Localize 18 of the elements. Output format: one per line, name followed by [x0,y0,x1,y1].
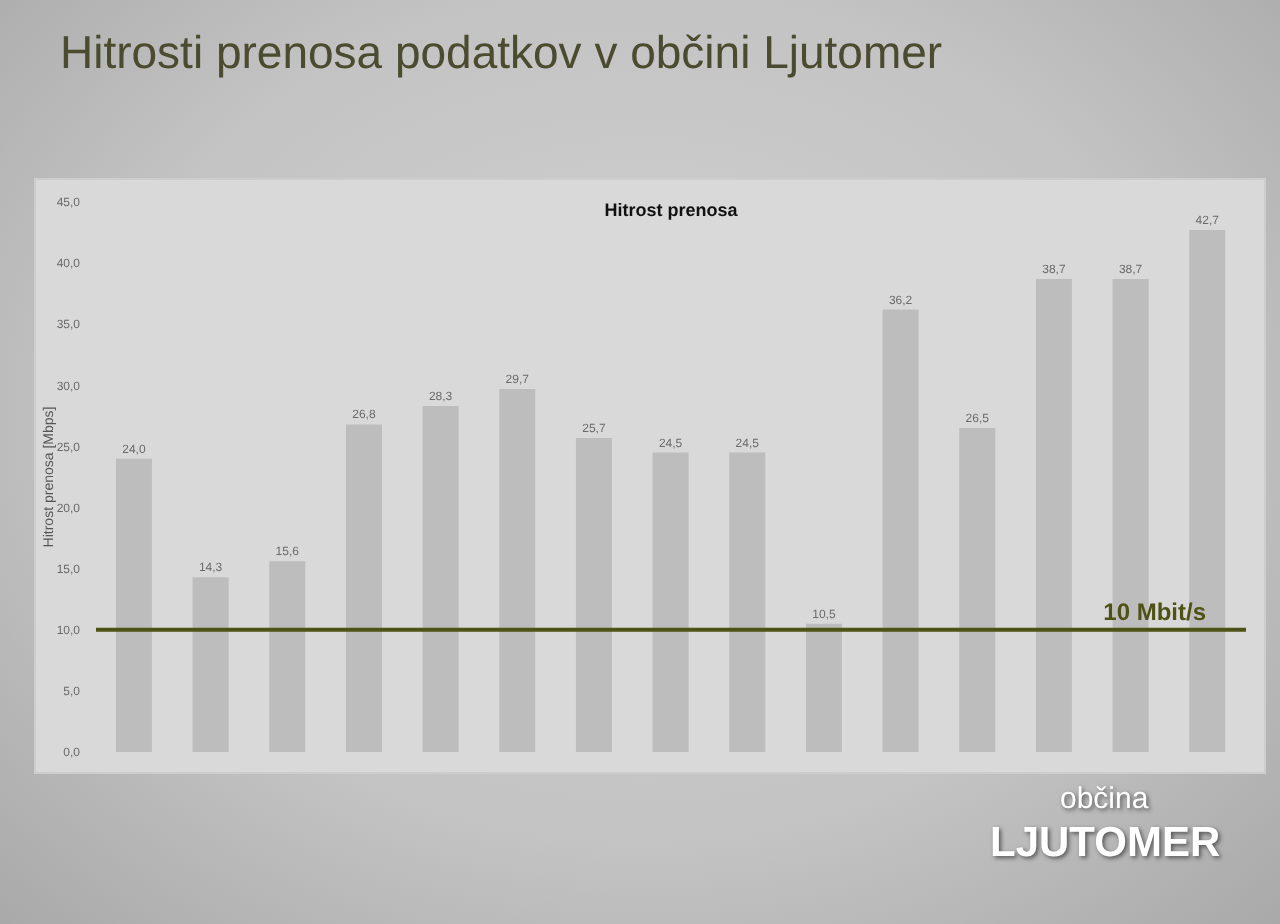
bar [729,452,766,752]
bar [192,577,229,752]
bar [499,389,536,752]
bar [882,309,919,752]
bar [959,428,996,752]
text: LJUTOMER [990,820,1221,868]
bar [422,406,459,752]
ref-line-label: 10 Mbit/s [1103,597,1207,626]
bar [652,452,689,752]
chart-title: Hitrosti prenosa podatkov v občini Ljutomer [60,26,943,80]
bar [115,458,152,752]
bar [575,437,612,752]
bar [269,561,306,752]
chart-subtitle: Hitrost prenosa [602,200,740,220]
text: občina [1060,782,1149,816]
bar [345,424,382,752]
bar [805,623,842,752]
bar [1035,279,1072,752]
